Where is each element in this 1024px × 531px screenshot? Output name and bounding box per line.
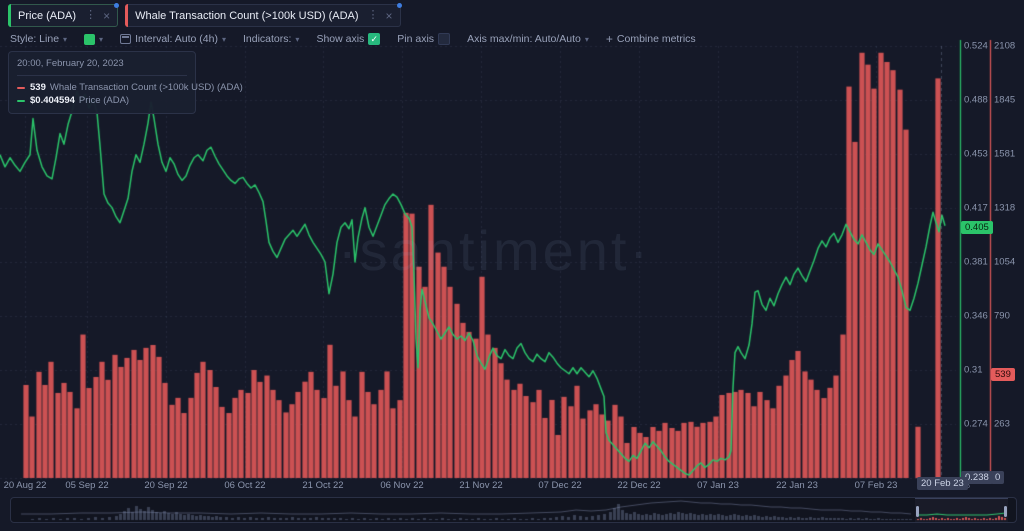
interval-dropdown[interactable]: Interval: Auto (4h) ▾ <box>120 33 226 45</box>
metric-color-swatch <box>84 33 96 45</box>
chevron-down-icon: ▾ <box>295 34 300 44</box>
style-label: Style: Line <box>10 33 60 45</box>
price-axis-tick-label: 0.453 <box>964 148 988 160</box>
whale-axis-tick-label: 1581 <box>994 148 1016 160</box>
date-axis-tick-label: 21 Nov 22 <box>459 480 503 491</box>
price-axis-tick-label: 0.417 <box>964 202 988 214</box>
timeline-navigator[interactable] <box>10 497 1017 523</box>
santiment-watermark: ·santiment· <box>338 219 652 282</box>
crosshair-date-badge: 20 Feb 23 <box>917 477 968 490</box>
chevron-down-icon: ▾ <box>584 34 589 44</box>
kebab-menu-icon[interactable]: ⋮ <box>85 9 97 21</box>
tooltip-datetime: 20:00, February 20, 2023 <box>17 58 187 76</box>
style-dropdown[interactable]: Style: Line ▾ <box>10 33 67 45</box>
price-axis-tick-label: 0.381 <box>964 256 988 268</box>
tab-accent-red <box>125 4 129 27</box>
date-axis-tick-label: 21 Oct 22 <box>302 480 344 491</box>
crosshair-tooltip: 20:00, February 20, 2023 539 Whale Trans… <box>8 51 243 114</box>
indicators-dropdown[interactable]: Indicators: ▾ <box>243 33 299 45</box>
tab-price-ada[interactable]: Price (ADA) ⋮ × <box>8 3 120 27</box>
axis-maxmin-dropdown[interactable]: Axis max/min: Auto/Auto ▾ <box>467 33 589 45</box>
current-price-badge: 0.405 <box>961 221 993 234</box>
color-swatch-dropdown[interactable]: ▾ <box>84 33 104 45</box>
date-axis-tick-label: 07 Jan 23 <box>697 480 739 491</box>
tooltip-value: 539 <box>30 82 46 93</box>
combine-metrics-label: Combine metrics <box>616 33 696 45</box>
green-dash-icon <box>17 99 25 102</box>
pin-axis-label: Pin axis <box>397 33 435 45</box>
close-icon[interactable]: × <box>103 8 111 23</box>
checkbox-unchecked-icon[interactable] <box>438 33 451 45</box>
price-axis-tick-label: 0.488 <box>964 94 988 106</box>
checkbox-checked-icon[interactable]: ✓ <box>368 33 381 45</box>
date-axis-tick-label: 20 Aug 22 <box>3 480 47 491</box>
whale-axis-tick-label: 1845 <box>994 94 1016 106</box>
notification-dot <box>396 3 402 8</box>
plus-icon: + <box>605 32 613 46</box>
tab-label: Whale Transaction Count (>100k USD) (ADA… <box>135 9 359 22</box>
kebab-menu-icon[interactable]: ⋮ <box>367 9 379 21</box>
pin-axis-toggle[interactable]: Pin axis <box>397 33 451 45</box>
price-axis-tick-label: 0.346 <box>964 310 988 322</box>
price-axis-tick-label: 0.274 <box>964 418 988 430</box>
navigator-selection-window[interactable] <box>915 498 1008 522</box>
chevron-down-icon: ▾ <box>99 34 104 44</box>
chart-toolbar: Style: Line ▾ ▾ Interval: Auto (4h) ▾ In… <box>0 30 1024 48</box>
whale-axis-tick-label: 790 <box>994 310 1010 322</box>
axis-maxmin-label: Axis max/min: Auto/Auto <box>467 33 581 45</box>
whale-axis-min-badge: 0 <box>991 471 1005 484</box>
chevron-down-icon: ▾ <box>221 34 226 44</box>
current-whale-count-badge: 539 <box>991 368 1015 381</box>
date-axis-tick-label: 07 Dec 22 <box>538 480 582 491</box>
calendar-icon <box>120 34 132 44</box>
price-axis-tick-label: 0.31 <box>964 364 983 376</box>
tooltip-row-whale: 539 Whale Transaction Count (>100k USD) … <box>17 82 243 93</box>
show-axis-label: Show axis <box>316 33 365 45</box>
navigator-left-handle[interactable] <box>916 506 919 517</box>
tab-label: Price (ADA) <box>18 9 77 22</box>
whale-axis-tick-label: 1318 <box>994 202 1016 214</box>
tab-whale-transaction-count[interactable]: Whale Transaction Count (>100k USD) (ADA… <box>125 3 402 27</box>
show-axis-toggle[interactable]: Show axis ✓ <box>316 33 381 45</box>
date-axis-tick-label: 07 Feb 23 <box>854 480 898 491</box>
red-dash-icon <box>17 86 25 89</box>
tooltip-value: $0.404594 <box>30 95 75 106</box>
whale-axis-tick-label: 263 <box>994 418 1010 430</box>
date-axis-tick-label: 22 Dec 22 <box>617 480 661 491</box>
tab-accent-green <box>8 4 11 27</box>
close-icon[interactable]: × <box>385 8 393 23</box>
navigator-right-handle[interactable] <box>1004 506 1007 517</box>
interval-label: Interval: Auto (4h) <box>135 33 218 45</box>
whale-axis-tick-label: 1054 <box>994 256 1016 268</box>
whale-axis-tick-label: 2108 <box>994 40 1016 52</box>
price-axis-tick-label: 0.524 <box>964 40 988 52</box>
tooltip-row-price: $0.404594 Price (ADA) <box>17 95 187 106</box>
date-axis-tick-label: 22 Jan 23 <box>776 480 818 491</box>
navigator-canvas[interactable] <box>11 498 1016 522</box>
notification-dot <box>114 3 120 8</box>
chevron-down-icon: ▾ <box>63 34 68 44</box>
date-axis-tick-label: 20 Sep 22 <box>144 480 188 491</box>
date-axis-tick-label: 06 Nov 22 <box>380 480 424 491</box>
price-axis-min-badge: 0.238 <box>961 471 993 484</box>
tooltip-metric-label: Price (ADA) <box>78 95 130 106</box>
combine-metrics-button[interactable]: + Combine metrics <box>606 32 696 46</box>
tooltip-metric-label: Whale Transaction Count (>100k USD) (ADA… <box>49 82 243 93</box>
date-axis-tick-label: 05 Sep 22 <box>65 480 109 491</box>
indicators-label: Indicators: <box>242 33 292 45</box>
date-axis-tick-label: 06 Oct 22 <box>224 480 266 491</box>
metric-tab-bar: Price (ADA) ⋮ × Whale Transaction Count … <box>0 0 1024 30</box>
